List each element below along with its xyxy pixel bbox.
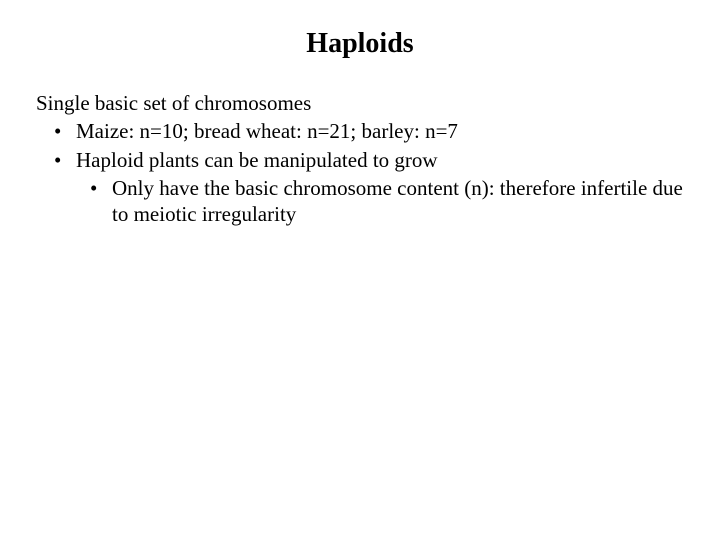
body-line-level1: Maize: n=10; bread wheat: n=21; barley: … [36,118,684,144]
slide: Haploids Single basic set of chromosomes… [0,0,720,540]
body-line-level0: Single basic set of chromosomes [36,90,684,116]
body-line-level1: Haploid plants can be manipulated to gro… [36,147,684,173]
slide-body: Single basic set of chromosomes Maize: n… [36,90,684,227]
body-line-level2: Only have the basic chromosome content (… [36,175,684,228]
slide-title: Haploids [36,28,684,60]
